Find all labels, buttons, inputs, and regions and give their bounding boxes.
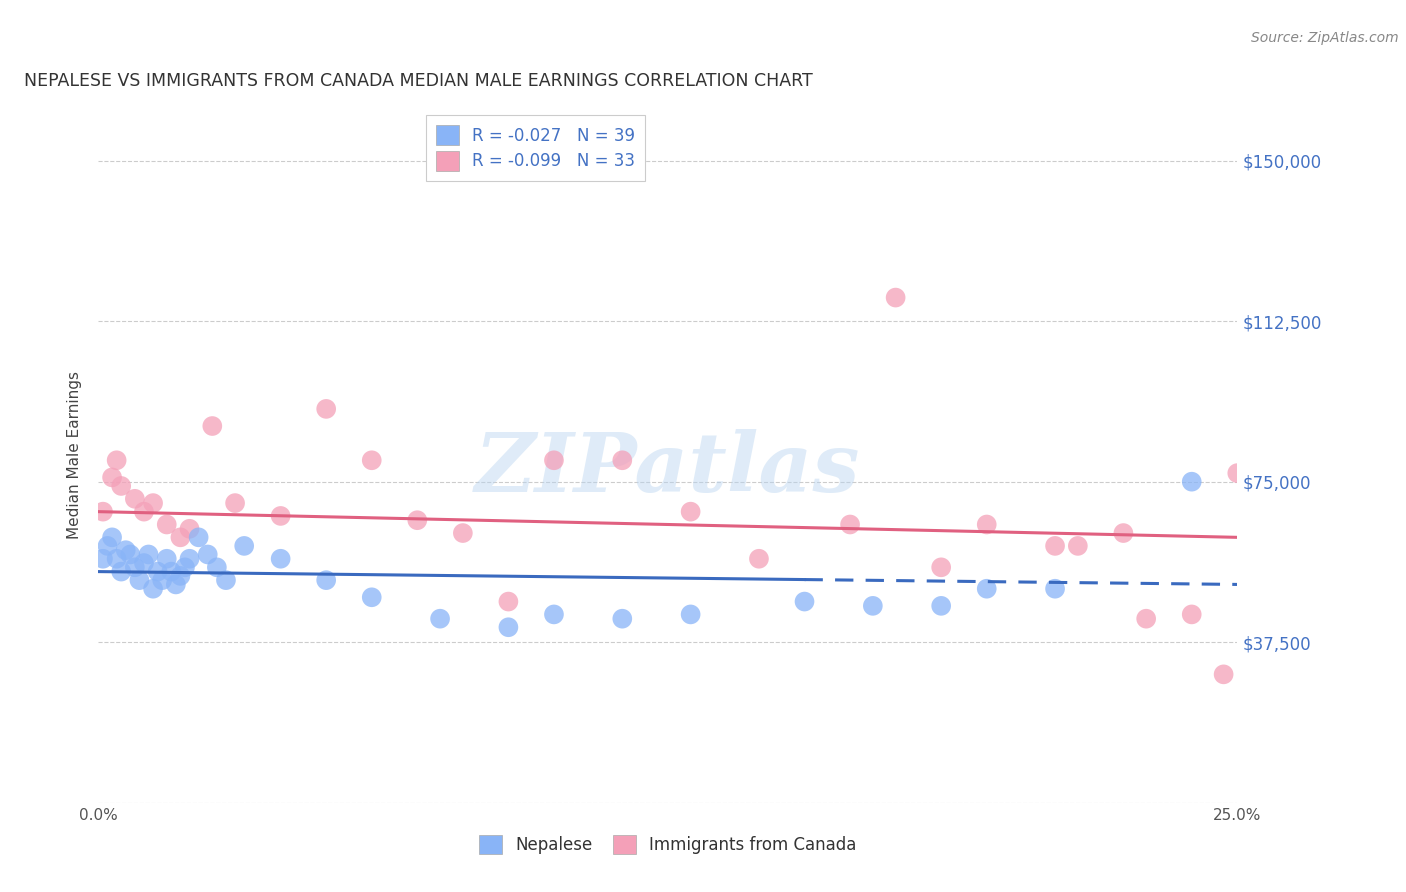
Point	[748, 551, 770, 566]
Point	[132, 505, 155, 519]
Point	[315, 401, 337, 416]
Point	[543, 607, 565, 622]
Point	[150, 573, 173, 587]
Point	[233, 539, 256, 553]
Point	[174, 560, 197, 574]
Text: ZIPatlas: ZIPatlas	[475, 429, 860, 508]
Point	[124, 560, 146, 574]
Point	[96, 539, 118, 553]
Point	[929, 599, 952, 613]
Point	[1112, 526, 1135, 541]
Point	[120, 548, 142, 562]
Text: NEPALESE VS IMMIGRANTS FROM CANADA MEDIAN MALE EARNINGS CORRELATION CHART: NEPALESE VS IMMIGRANTS FROM CANADA MEDIA…	[24, 72, 813, 90]
Point	[91, 551, 114, 566]
Point	[498, 620, 520, 634]
Point	[884, 291, 907, 305]
Point	[124, 491, 146, 506]
Y-axis label: Median Male Earnings: Median Male Earnings	[67, 371, 83, 539]
Point	[929, 560, 952, 574]
Point	[179, 522, 201, 536]
Point	[197, 548, 219, 562]
Point	[187, 530, 209, 544]
Point	[138, 548, 160, 562]
Point	[146, 565, 169, 579]
Point	[224, 496, 246, 510]
Point	[360, 591, 382, 605]
Point	[543, 453, 565, 467]
Point	[451, 526, 474, 541]
Point	[156, 551, 179, 566]
Point	[1067, 539, 1090, 553]
Point	[160, 565, 183, 579]
Point	[110, 565, 132, 579]
Point	[169, 569, 191, 583]
Point	[1135, 612, 1157, 626]
Point	[1043, 539, 1066, 553]
Point	[132, 556, 155, 570]
Point	[156, 517, 179, 532]
Point	[1212, 667, 1234, 681]
Point	[862, 599, 884, 613]
Point	[91, 505, 114, 519]
Point	[101, 470, 124, 484]
Point	[612, 453, 634, 467]
Point	[406, 513, 429, 527]
Point	[101, 530, 124, 544]
Point	[142, 582, 165, 596]
Point	[201, 419, 224, 434]
Point	[793, 594, 815, 608]
Point	[1226, 466, 1249, 480]
Point	[165, 577, 187, 591]
Point	[679, 505, 702, 519]
Point	[105, 453, 128, 467]
Point	[205, 560, 228, 574]
Point	[498, 594, 520, 608]
Point	[1181, 475, 1204, 489]
Point	[429, 612, 451, 626]
Point	[215, 573, 238, 587]
Point	[179, 551, 201, 566]
Point	[976, 517, 998, 532]
Point	[976, 582, 998, 596]
Point	[612, 612, 634, 626]
Point	[128, 573, 150, 587]
Point	[114, 543, 136, 558]
Point	[110, 479, 132, 493]
Text: Source: ZipAtlas.com: Source: ZipAtlas.com	[1251, 31, 1399, 45]
Point	[360, 453, 382, 467]
Point	[1181, 607, 1204, 622]
Point	[1043, 582, 1066, 596]
Point	[270, 508, 292, 523]
Point	[839, 517, 862, 532]
Point	[169, 530, 191, 544]
Point	[270, 551, 292, 566]
Point	[315, 573, 337, 587]
Point	[679, 607, 702, 622]
Point	[105, 551, 128, 566]
Legend: Nepalese, Immigrants from Canada: Nepalese, Immigrants from Canada	[468, 825, 868, 864]
Point	[142, 496, 165, 510]
